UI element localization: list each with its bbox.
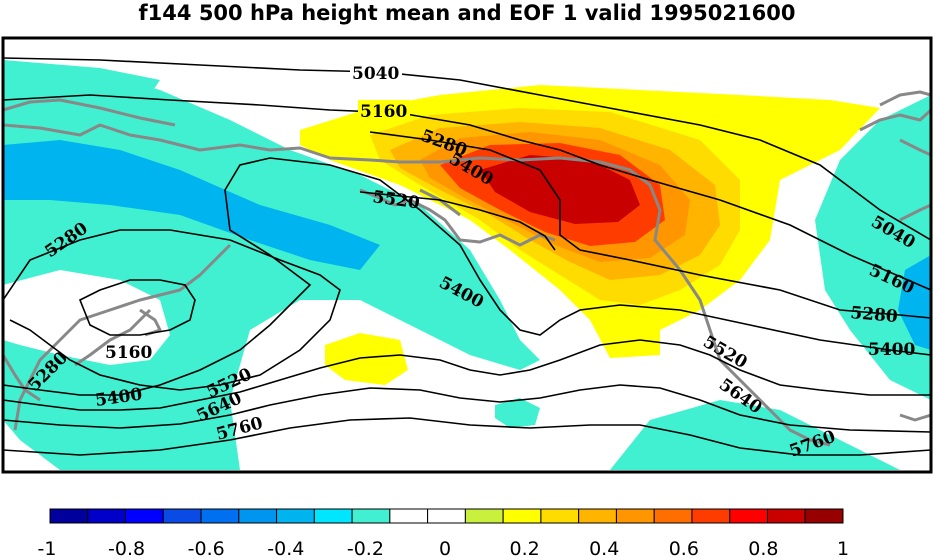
negative-anomaly-region-small <box>495 398 540 428</box>
positive-anomaly-region-darkred <box>480 155 640 224</box>
negative-anomaly-region-south <box>610 400 900 470</box>
colorbar-cell <box>238 508 278 524</box>
contour-5640 <box>3 384 931 433</box>
colorbar-cell <box>125 508 164 524</box>
colorbar-cell <box>464 508 504 524</box>
colorbar-cell <box>804 508 844 524</box>
negative-anomaly-region-north <box>3 60 160 95</box>
contour-5280 <box>3 229 341 391</box>
contour-5160 <box>3 94 931 291</box>
contour-label: 5280 <box>850 303 899 327</box>
contour-label: 5400 <box>868 340 915 360</box>
colorbar-tick-label: -1 <box>37 538 57 560</box>
colorbar-tick-label: 0.2 <box>509 538 540 560</box>
colorbar-tick-label: -0.4 <box>267 538 305 560</box>
colorbar-cell <box>540 508 580 524</box>
colorbar-cell <box>427 508 466 524</box>
colorbar-cell <box>389 508 429 524</box>
negative-anomaly-region-blue <box>3 140 380 270</box>
colorbar-tick-label: 0.4 <box>589 538 620 560</box>
contour-5040 <box>3 57 931 241</box>
contour-5160-west <box>78 279 196 336</box>
colorbar-tick-label: -0.2 <box>346 538 384 560</box>
colorbar-cell <box>502 508 542 524</box>
colorbar-cell <box>87 508 127 524</box>
colorbar-cell <box>615 508 655 524</box>
colorbar-tick-label: -0.6 <box>187 538 225 560</box>
colorbar-cell <box>578 508 617 524</box>
colorbar-cell <box>729 508 768 524</box>
height-contours <box>3 57 931 456</box>
colorbar-cell <box>653 508 693 524</box>
map-title: f144 500 hPa height mean and EOF 1 valid… <box>138 1 796 25</box>
colorbar-tick-label: 0.8 <box>748 538 779 560</box>
colorbar <box>49 508 844 524</box>
colorbar-tick-label: 1 <box>836 538 850 560</box>
colorbar-cell <box>691 508 731 524</box>
negative-anomaly-region-east <box>815 95 931 400</box>
colorbar-cell <box>313 508 353 524</box>
contour-label: 5040 <box>352 64 399 84</box>
colorbar-cell <box>351 508 391 524</box>
contour-label: 5160 <box>360 102 407 122</box>
colorbar-cell <box>766 508 806 524</box>
contour-5520 <box>3 339 931 411</box>
map-panel: 5040 5160 5280 5400 5520 5280 5160 5280 … <box>1 36 933 474</box>
colorbar-tick-label: -0.8 <box>108 538 146 560</box>
colorbar-tick-label: 0.6 <box>668 538 699 560</box>
map-frame <box>1 36 933 474</box>
positive-anomaly-region-yellow-small <box>325 333 408 385</box>
contour-label: 5160 <box>105 343 152 363</box>
contour-5400 <box>3 157 931 396</box>
contour-5280-east <box>369 131 931 319</box>
colorbar-cell <box>200 508 240 524</box>
colorbar-cell <box>276 508 315 524</box>
contour-5760 <box>3 417 931 456</box>
contour-5520-north <box>359 191 556 251</box>
colorbar-cell <box>49 508 89 524</box>
colorbar-cell <box>162 508 202 524</box>
colorbar-tick-label: 0 <box>438 538 452 560</box>
